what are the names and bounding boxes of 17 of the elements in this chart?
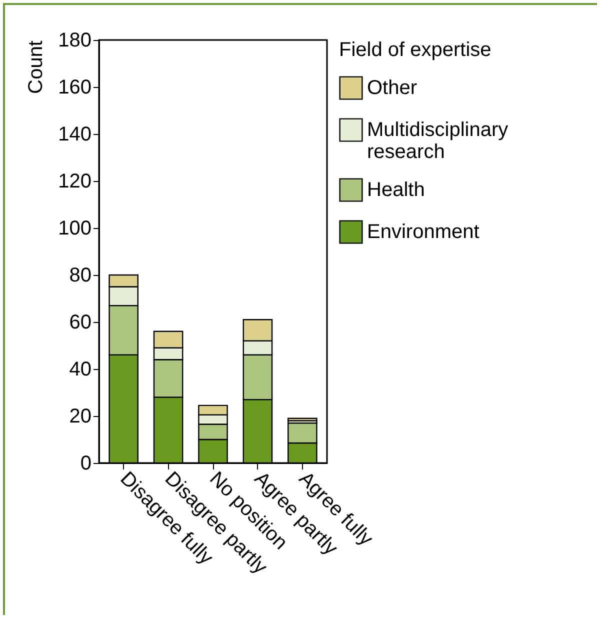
y-tick-label: 20 — [69, 406, 92, 428]
legend-title: Field of expertise — [339, 39, 492, 61]
legend-label: Environment — [367, 221, 480, 243]
y-tick-label: 60 — [69, 312, 92, 334]
y-tick-label: 0 — [80, 452, 92, 474]
y-tick-label: 40 — [69, 358, 92, 380]
y-tick-label: 120 — [58, 170, 92, 192]
legend-label: Multidisciplinary research — [367, 119, 508, 163]
legend-label: Other — [367, 77, 418, 99]
bar — [288, 418, 318, 422]
legend-label: Health — [367, 179, 425, 201]
y-tick-label: 160 — [58, 76, 92, 98]
y-axis-title: Count — [25, 40, 48, 94]
y-tick-label: 80 — [69, 264, 92, 286]
y-tick-label: 140 — [58, 124, 92, 146]
y-tick-label: 180 — [58, 30, 92, 52]
y-tick-label: 100 — [58, 218, 92, 240]
